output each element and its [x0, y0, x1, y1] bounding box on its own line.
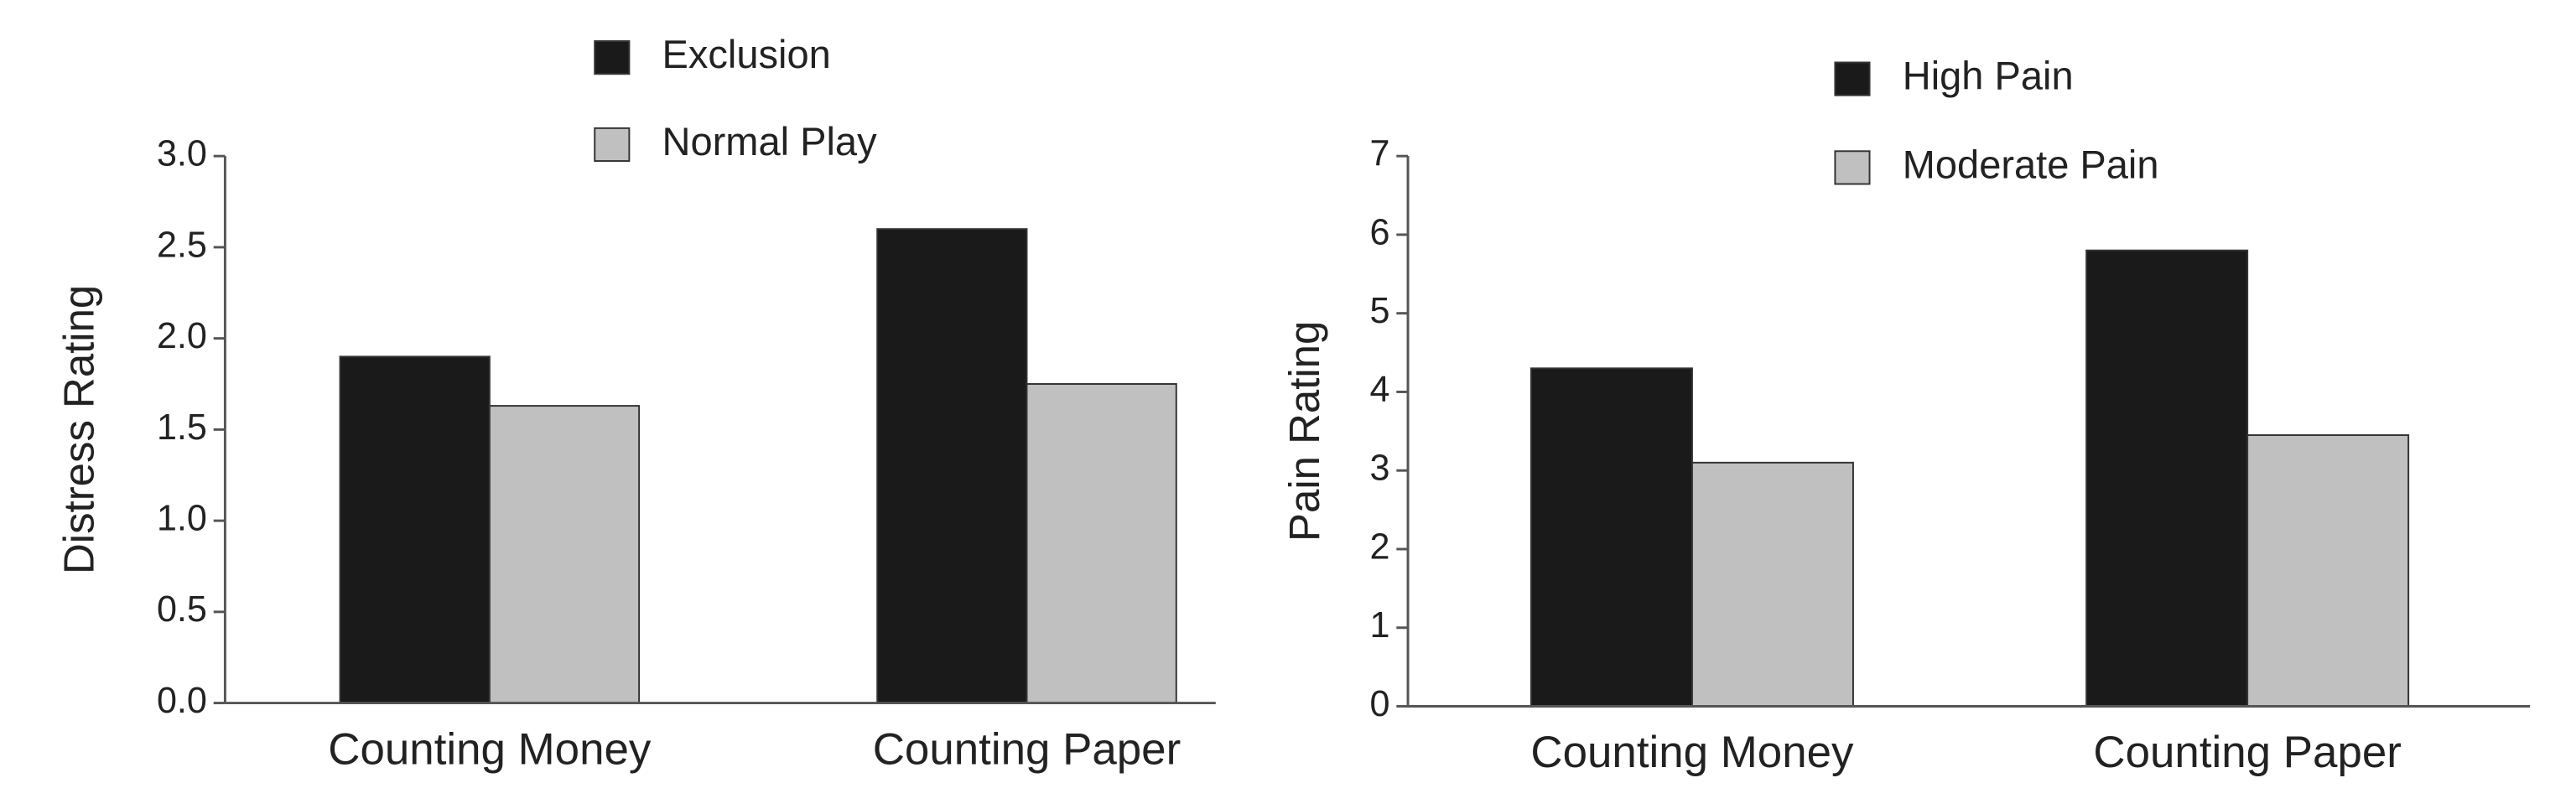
y-tick-label: 0 — [1370, 684, 1390, 724]
x-tick-label: Counting Paper — [873, 724, 1181, 774]
legend-swatch — [1834, 61, 1871, 96]
y-tick-label: 3 — [1370, 449, 1390, 489]
y-axis-label: Pain Rating — [1280, 321, 1328, 542]
y-tick-label: 2 — [1370, 526, 1390, 567]
legend-label: Exclusion — [662, 32, 831, 76]
y-axis-label: Distress Rating — [55, 285, 102, 574]
x-tick-label: Counting Paper — [2093, 728, 2401, 777]
y-tick-label: 4 — [1370, 370, 1390, 410]
legend-label: High Pain — [1903, 54, 2074, 98]
bar — [1530, 367, 1693, 708]
legend-swatch — [594, 40, 631, 75]
y-tick-label: 1 — [1370, 605, 1390, 646]
y-tick-label: 5 — [1370, 291, 1390, 331]
y-tick-label: 3.0 — [157, 134, 207, 174]
y-tick-label: 0.0 — [157, 681, 207, 721]
y-tick-label: 1.0 — [157, 499, 207, 539]
y-tick-label: 0.5 — [157, 589, 207, 630]
bar — [2085, 249, 2249, 708]
legend-swatch — [594, 127, 631, 163]
bar — [488, 405, 641, 704]
y-tick-label: 2.0 — [157, 316, 207, 356]
bar — [1026, 383, 1177, 704]
bar — [876, 228, 1028, 704]
y-tick-label: 7 — [1370, 134, 1390, 174]
legend-label: Normal Play — [662, 119, 878, 163]
y-tick-label: 2.5 — [157, 225, 207, 265]
legend-swatch — [1834, 150, 1871, 185]
y-tick-label: 1.5 — [157, 407, 207, 448]
legend-label: Moderate Pain — [1903, 142, 2159, 186]
bar — [1690, 461, 1854, 708]
x-tick-label: Counting Money — [1530, 728, 1854, 777]
x-tick-label: Counting Money — [328, 724, 652, 774]
y-tick-label: 6 — [1370, 212, 1390, 252]
bar — [339, 355, 491, 704]
bar — [2246, 434, 2410, 708]
